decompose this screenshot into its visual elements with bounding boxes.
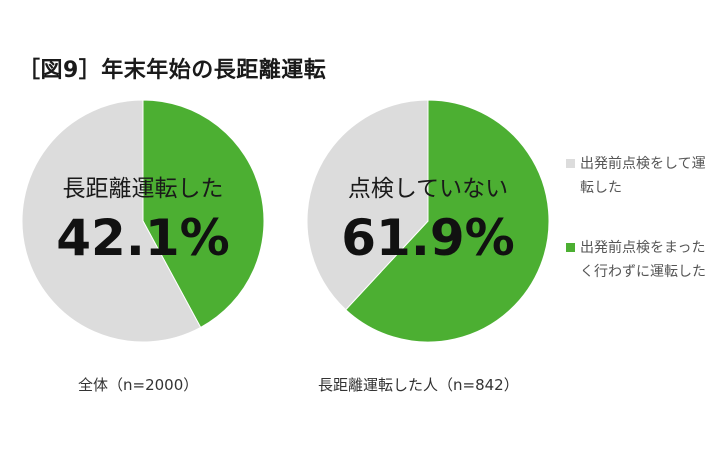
pie-1-caption: 全体（n=2000） (78, 376, 199, 394)
legend-swatch-green (566, 243, 575, 252)
pie-2-slice-2 (306, 99, 429, 311)
pie-chart-long-distance-drivers (306, 99, 550, 343)
legend-item-inspected: 出発前点検をして運転した (566, 152, 706, 200)
legend-swatch-gray (566, 159, 575, 168)
legend-label-inspected: 出発前点検をして運転した (580, 156, 706, 196)
pie-1-center-label: 長距離運転した (63, 176, 224, 202)
legend-item-not-inspected: 出発前点検をまったく行わずに運転した (566, 236, 706, 284)
legend-label-not-inspected: 出発前点検をまったく行わずに運転した (580, 240, 706, 280)
pie-1-slice-2 (21, 99, 202, 343)
chart-title: ［図9］年末年始の長距離運転 (18, 58, 327, 83)
pie-2-center-label: 点検していない (348, 176, 508, 202)
pie-2-slice-1 (345, 99, 550, 343)
pie-chart-overall (21, 99, 265, 343)
pie-1-slice-1 (142, 99, 265, 329)
pie-2-center-value: 61.9% (341, 209, 514, 267)
pie-1-center-value: 42.1% (56, 209, 229, 267)
pie-2-caption: 長距離運転した人（n=842） (318, 376, 519, 394)
